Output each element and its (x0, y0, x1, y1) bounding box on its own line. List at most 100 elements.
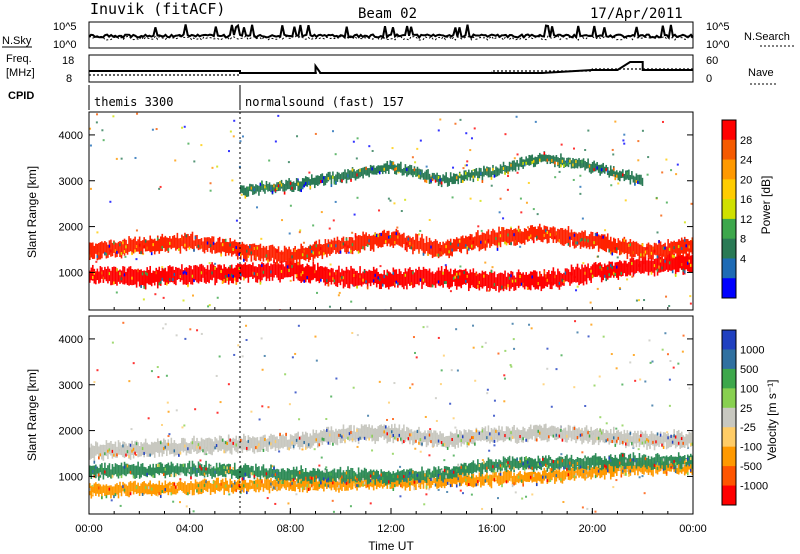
velocity-echo-cell (643, 454, 645, 465)
power-echo-cell (573, 233, 576, 237)
power-echo-cell (631, 262, 633, 266)
power-echo-cell (493, 230, 496, 246)
power-echo-cell (283, 245, 286, 263)
velocity-echo-cell (285, 432, 287, 436)
power-echo-cell (221, 268, 224, 284)
power-echo-cell (267, 262, 269, 279)
power-scatter-cell (181, 126, 184, 129)
power-echo-cell (439, 270, 441, 287)
power-echo-cell (362, 246, 364, 250)
velocity-echo-cell (439, 477, 441, 487)
power-echo-cell (443, 175, 446, 184)
velocity-echo-cell (336, 486, 339, 490)
power-echo-cell (496, 274, 499, 286)
velocity-echo-cell (528, 465, 531, 469)
velocity-echo-cell (285, 471, 287, 481)
power-echo-cell (297, 182, 299, 186)
velocity-echo-cell (564, 427, 567, 443)
velocity-echo-cell (647, 439, 650, 443)
colorbar-tick-label: 16 (740, 194, 752, 206)
velocity-echo-cell (662, 445, 665, 449)
velocity-echo-cell (306, 484, 309, 488)
velocity-echo-cell (489, 474, 491, 487)
power-echo-cell (640, 253, 642, 257)
velocity-echo-cell (531, 466, 534, 470)
velocity-echo-cell (511, 456, 514, 470)
velocity-echo-cell (460, 463, 463, 475)
power-echo-cell (374, 232, 376, 245)
velocity-echo-cell (522, 475, 524, 485)
power-scatter-cell (477, 225, 480, 228)
power-echo-cell (223, 264, 225, 283)
velocity-echo-cell (570, 467, 573, 480)
power-echo-cell (677, 245, 680, 249)
power-echo-cell (554, 236, 556, 240)
power-echo-cell (360, 273, 363, 287)
velocity-scatter-cell (122, 321, 125, 324)
velocity-echo-cell (560, 472, 562, 483)
velocity-echo-cell (332, 430, 334, 445)
velocity-echo-cell (283, 470, 286, 480)
power-echo-cell (351, 243, 354, 247)
power-echo-cell (495, 236, 497, 240)
velocity-echo-cell (439, 468, 441, 478)
power-echo-cell (110, 270, 112, 286)
velocity-echo-cell (683, 472, 686, 476)
velocity-echo-cell (98, 483, 100, 497)
power-echo-cell (326, 267, 328, 285)
velocity-echo-cell (394, 436, 396, 440)
velocity-echo-cell (436, 484, 438, 488)
power-echo-cell (387, 164, 390, 175)
power-echo-cell (464, 170, 467, 180)
power-echo-cell (511, 160, 514, 172)
power-echo-cell (425, 179, 428, 183)
power-scatter-cell (207, 305, 210, 308)
power-echo-cell (440, 244, 443, 257)
velocity-scatter-cell (175, 409, 178, 412)
power-echo-cell (542, 156, 544, 160)
power-echo-cell (371, 235, 373, 250)
velocity-echo-cell (205, 438, 207, 454)
power-echo-cell (123, 238, 126, 256)
nsearch-tick-low: 10^0 (706, 39, 730, 51)
power-echo-cell (682, 268, 685, 272)
velocity-echo-cell (258, 466, 260, 477)
power-scatter-cell (683, 221, 686, 224)
velocity-scatter-cell (189, 328, 192, 331)
power-echo-cell (538, 273, 541, 277)
velocity-echo-cell (468, 463, 470, 475)
velocity-echo-cell (662, 467, 665, 471)
power-echo-cell (178, 267, 180, 280)
velocity-echo-cell (425, 470, 428, 483)
power-echo-cell (513, 233, 515, 237)
velocity-echo-cell (403, 440, 405, 444)
power-echo-cell (655, 258, 657, 271)
velocity-echo-cell (507, 469, 509, 483)
power-echo-cell (584, 160, 586, 171)
velocity-echo-cell (264, 477, 266, 489)
velocity-echo-cell (134, 451, 136, 455)
power-echo-cell (150, 238, 153, 253)
colorbar-tick-label: 500 (740, 364, 758, 376)
power-echo-cell (344, 270, 346, 287)
power-echo-cell (649, 244, 651, 260)
power-echo-cell (329, 272, 331, 276)
power-scatter-cell (216, 296, 219, 299)
power-echo-cell (297, 261, 299, 281)
power-echo-cell (540, 227, 543, 242)
velocity-scatter-cell (531, 493, 534, 496)
power-echo-cell (386, 269, 389, 288)
power-scatter-cell (439, 118, 442, 121)
power-echo-cell (591, 161, 594, 173)
velocity-scatter-cell (651, 404, 654, 407)
power-echo-cell (273, 263, 275, 278)
power-echo-cell (523, 163, 526, 167)
power-echo-cell (466, 175, 469, 179)
velocity-echo-cell (460, 439, 463, 443)
power-echo-cell (309, 244, 312, 260)
velocity-echo-cell (162, 438, 165, 455)
velocity-echo-cell (387, 480, 390, 484)
velocity-echo-cell (212, 441, 215, 452)
velocity-echo-cell (522, 461, 524, 470)
power-scatter-cell (142, 253, 145, 256)
